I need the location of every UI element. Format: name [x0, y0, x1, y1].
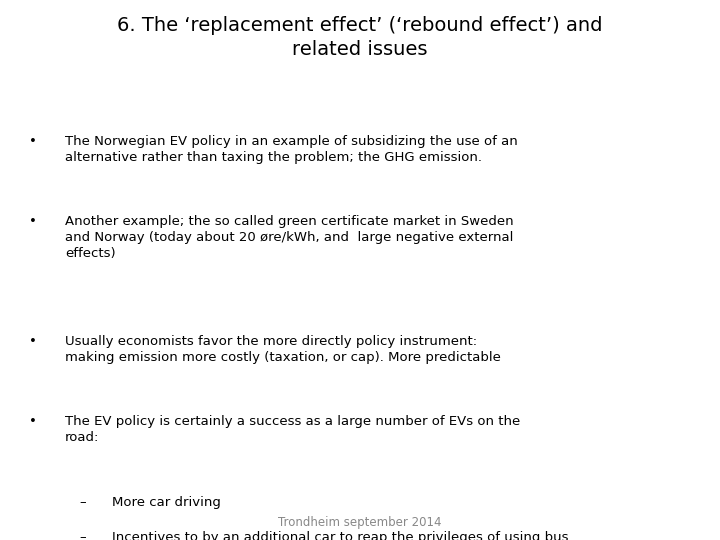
Text: Another example; the so called green certificate market in Sweden
and Norway (to: Another example; the so called green cer… [65, 215, 513, 260]
Text: Incentives to by an additional car to reap the privileges of using bus
lanes, an: Incentives to by an additional car to re… [112, 531, 568, 540]
Text: –: – [79, 531, 86, 540]
Text: –: – [79, 496, 86, 509]
Text: The EV policy is certainly a success as a large number of EVs on the
road:: The EV policy is certainly a success as … [65, 415, 520, 444]
Text: •: • [29, 415, 37, 428]
Text: Usually economists favor the more directly policy instrument:
making emission mo: Usually economists favor the more direct… [65, 335, 500, 364]
Text: More car driving: More car driving [112, 496, 220, 509]
Text: •: • [29, 215, 37, 228]
Text: The Norwegian EV policy in an example of subsidizing the use of an
alternative r: The Norwegian EV policy in an example of… [65, 135, 518, 164]
Text: •: • [29, 335, 37, 348]
Text: •: • [29, 135, 37, 148]
Text: Trondheim september 2014: Trondheim september 2014 [278, 516, 442, 529]
Text: 6. The ‘replacement effect’ (‘rebound effect’) and
related issues: 6. The ‘replacement effect’ (‘rebound ef… [117, 16, 603, 59]
